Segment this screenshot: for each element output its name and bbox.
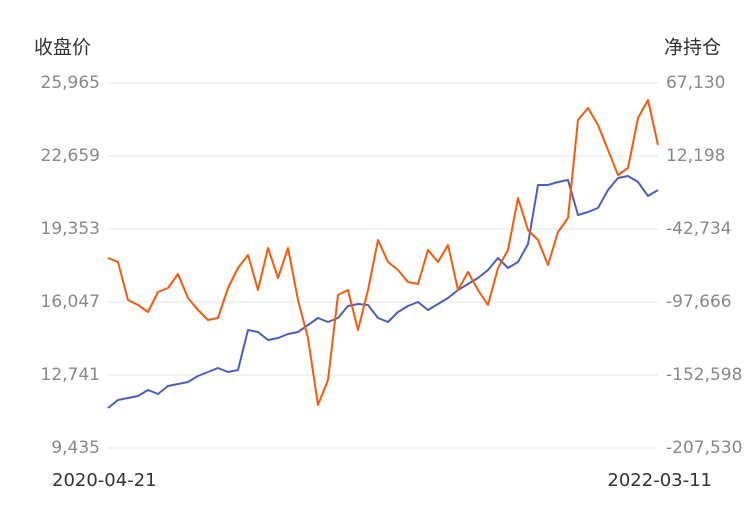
y2-tick-label: 12,198	[666, 146, 725, 166]
y-tick-label: 9,435	[51, 438, 100, 458]
y2-tick-label: -207,530	[666, 438, 742, 458]
series-line	[107, 175, 659, 409]
y2-tick-label: -42,734	[666, 219, 732, 239]
y-tick-label: 19,353	[41, 219, 100, 239]
y-tick-label: 16,047	[41, 292, 100, 312]
y-tick-label: 25,965	[41, 73, 100, 93]
y-tick-label: 12,741	[41, 365, 100, 385]
y2-tick-label: -97,666	[666, 292, 732, 312]
series-line	[107, 99, 659, 406]
y2-tick-label: 67,130	[666, 73, 725, 93]
y2-axis-label: 净持仓	[664, 37, 721, 59]
y-tick-label: 22,659	[41, 146, 100, 166]
x-tick-label: 2020-04-21	[52, 470, 157, 491]
y2-tick-label: -152,598	[666, 365, 742, 385]
x-tick-label: 2022-03-11	[607, 470, 712, 491]
y-axis-label: 收盘价	[34, 37, 91, 59]
